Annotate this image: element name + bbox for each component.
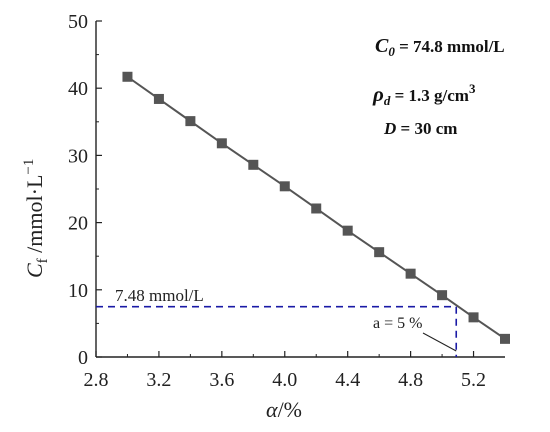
y-tick-label: 50 <box>68 11 88 33</box>
x-axis-title: α/% <box>266 397 302 422</box>
reference-label: 7.48 mmol/L <box>115 286 204 305</box>
data-point <box>311 203 322 214</box>
y-tick-label: 40 <box>68 78 88 100</box>
data-point <box>500 333 510 344</box>
data-point <box>216 138 227 149</box>
data-point <box>153 93 164 104</box>
condition-c0: C0 = 74.8 mmol/L <box>375 35 505 59</box>
data-point <box>405 268 416 279</box>
y-tick-label: 10 <box>68 280 88 302</box>
x-tick-label: 4.0 <box>272 369 297 391</box>
condition-depth: D = 30 cm <box>383 119 457 138</box>
y-tick-label: 20 <box>68 213 88 235</box>
data-point <box>185 116 196 127</box>
x-tick-label: 4.4 <box>335 369 360 391</box>
x-tick-label: 3.6 <box>209 369 234 391</box>
y-tick-label: 0 <box>78 347 88 369</box>
y-tick-label: 30 <box>68 145 88 167</box>
data-point <box>374 247 385 258</box>
data-point <box>437 290 448 301</box>
data-point <box>248 159 259 170</box>
data-point <box>342 225 353 236</box>
data-point <box>279 181 290 192</box>
series-group <box>122 71 510 344</box>
annotation-leader-line <box>422 332 457 352</box>
x-tick-label: 3.2 <box>146 369 171 391</box>
x-tick-label: 4.8 <box>398 369 423 391</box>
condition-rho: ρd = 1.3 g/cm3 <box>372 81 476 108</box>
axis-ticks: 2.8 3.2 3.6 4.0 4.4 4.8 5.2 0 10 20 30 40 50 <box>68 11 486 391</box>
alpha-annotation: a = 5 % <box>373 315 422 332</box>
data-point <box>122 71 133 82</box>
x-tick-label: 2.8 <box>84 369 109 391</box>
data-point <box>468 312 479 323</box>
x-tick-label: 5.2 <box>461 369 486 391</box>
reference-lines <box>96 305 458 357</box>
y-axis-title: Cf /mmol·L−1 <box>21 159 51 278</box>
